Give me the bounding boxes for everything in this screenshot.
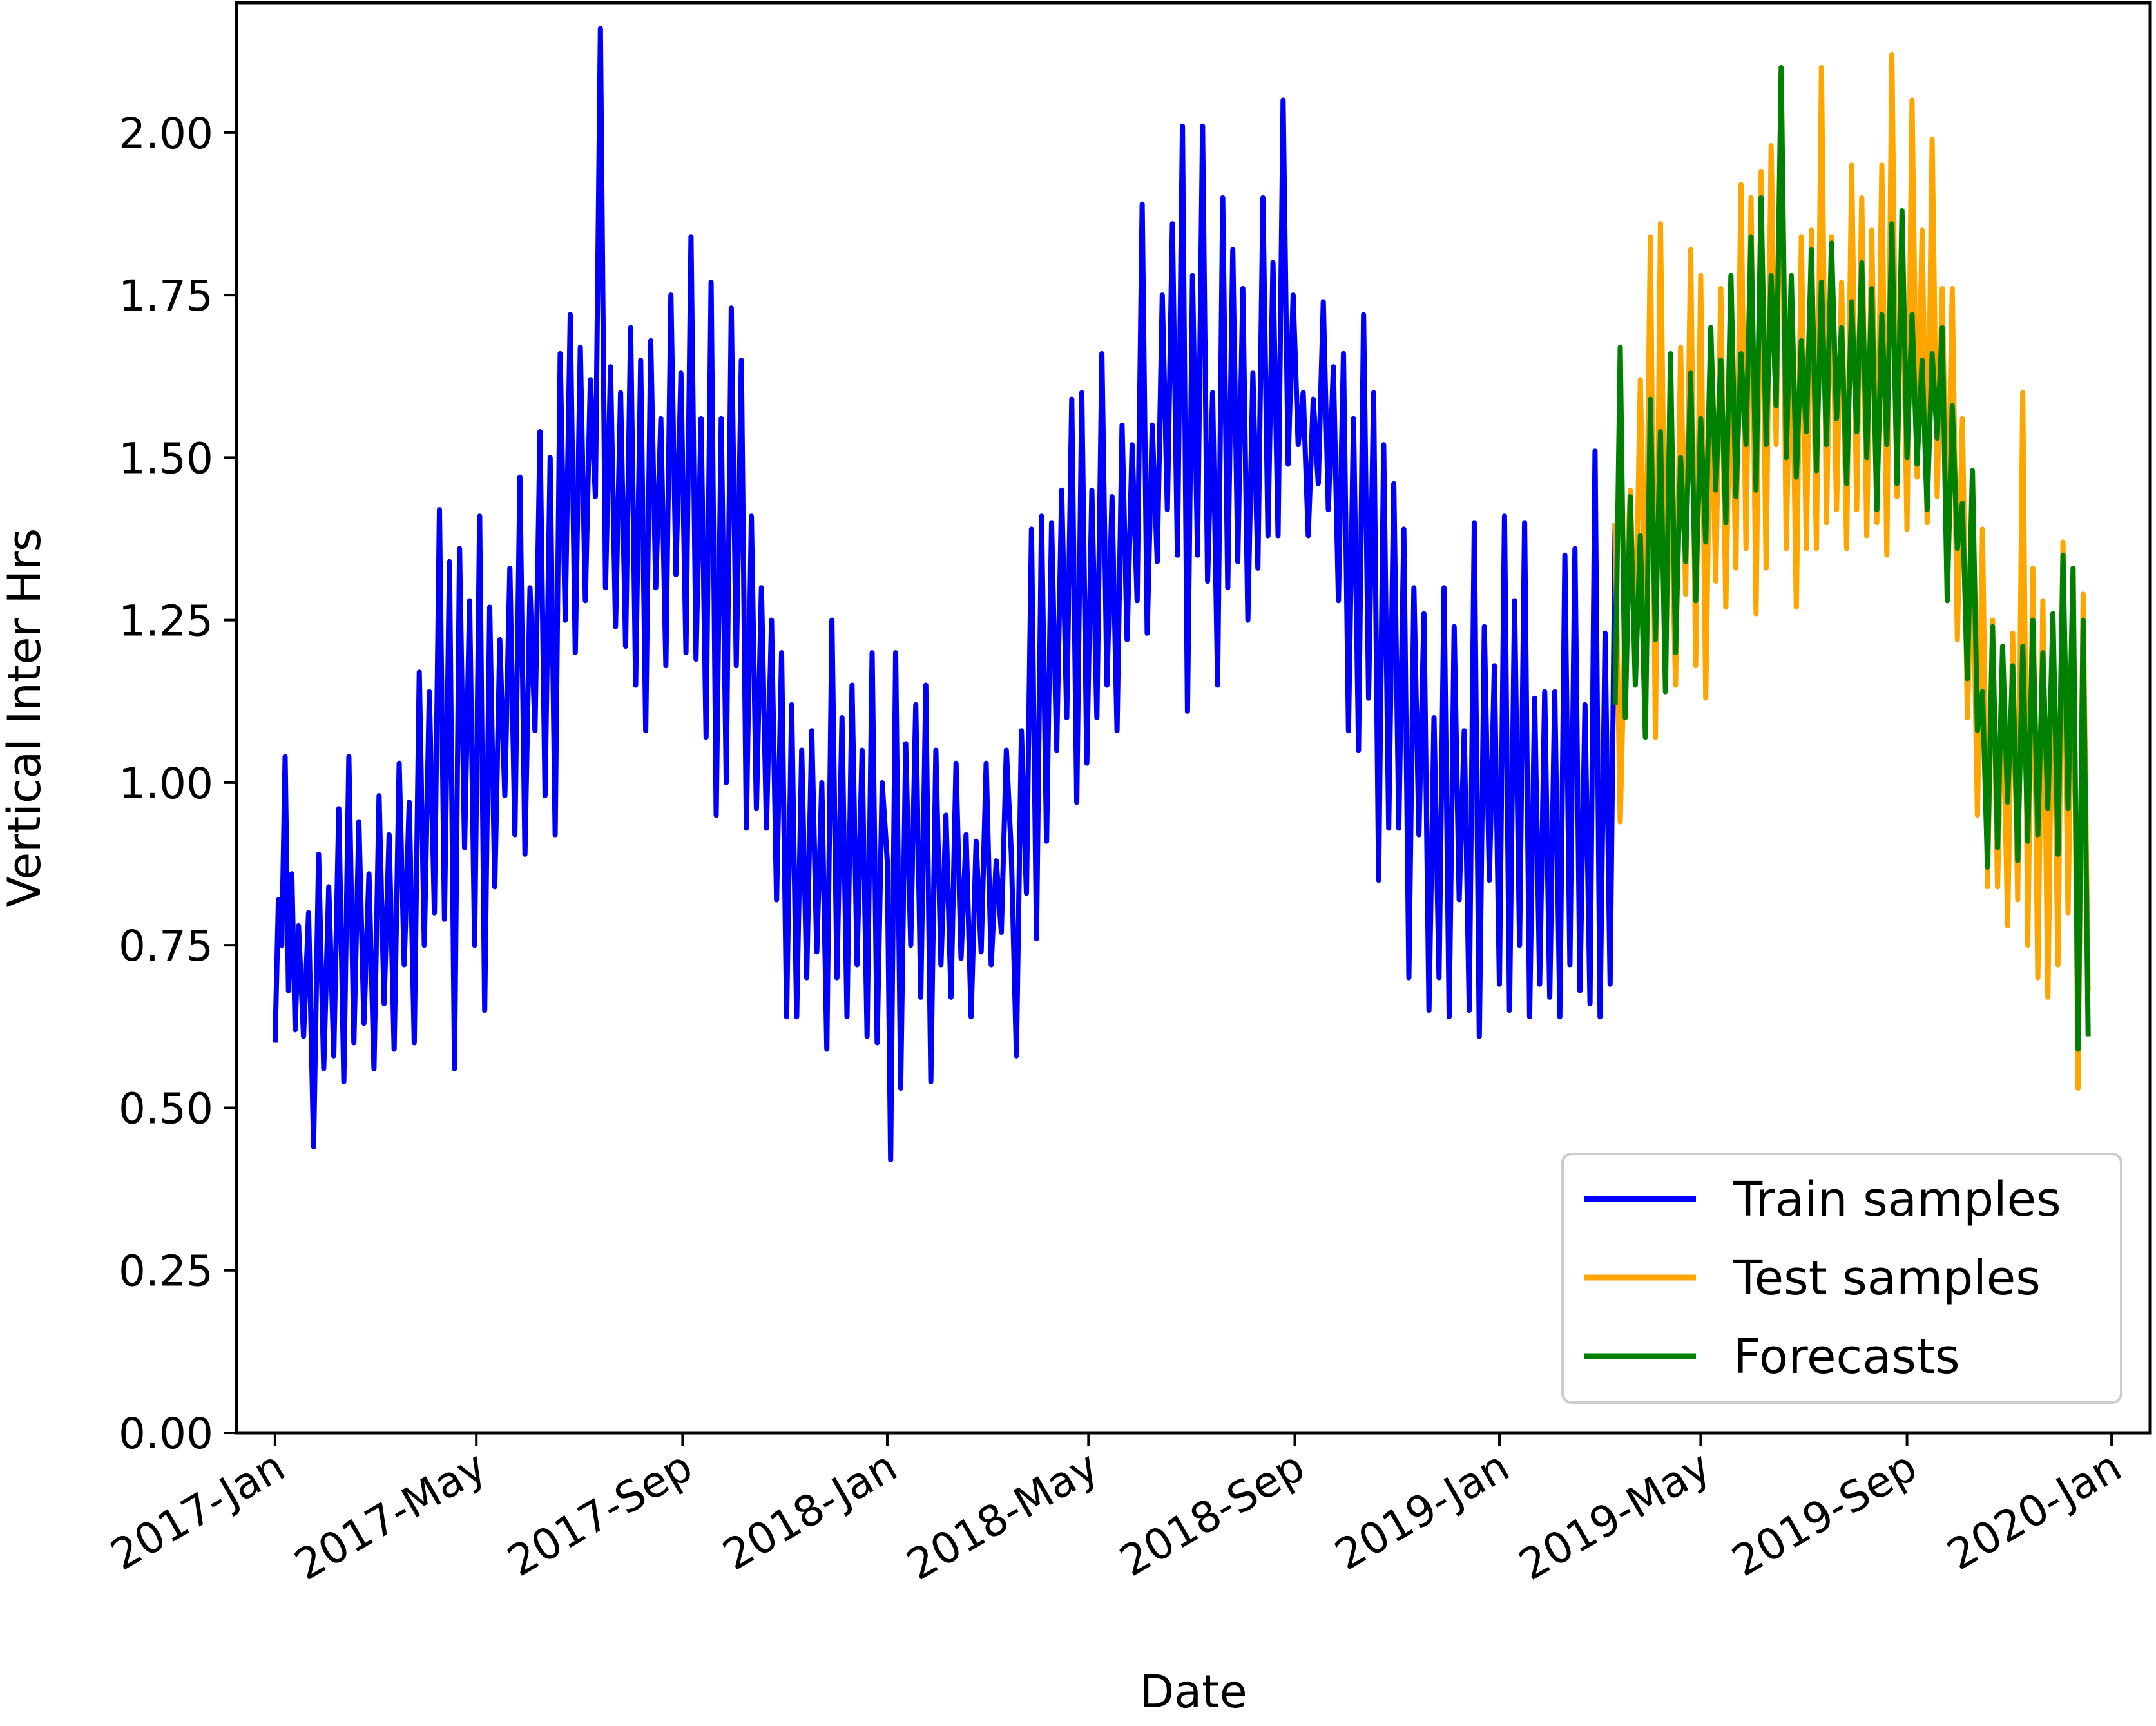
y-axis-label: Vertical Inter Hrs (0, 528, 51, 908)
series-layer (272, 26, 2091, 1163)
x-tick-label: 2018-Sep (1112, 1441, 1313, 1586)
legend-label: Forecasts (1733, 1329, 1960, 1385)
y-axis: 0.00 0.25 0.50 0.75 1.00 1.25 1.50 1.75 2.00 (119, 109, 236, 1459)
x-tick-label: 2020-Jan (1939, 1441, 2130, 1580)
y-tick-label: 0.50 (119, 1084, 213, 1133)
y-tick-label: 0.25 (119, 1247, 213, 1296)
x-tick-label: 2019-May (1511, 1441, 1719, 1590)
y-tick-label: 1.25 (119, 597, 213, 646)
y-tick-label: 1.50 (119, 434, 213, 483)
y-tick-label: 0.00 (119, 1409, 213, 1459)
series-line-2 (1612, 64, 2091, 1052)
x-tick-label: 2019-Sep (1724, 1441, 1925, 1586)
x-tick-label: 2017-Jan (102, 1441, 293, 1580)
legend-label: Test samples (1733, 1251, 2041, 1306)
x-tick-label: 2018-Jan (715, 1441, 905, 1580)
series-line-1 (1612, 52, 2091, 1091)
y-tick-label: 1.75 (119, 271, 213, 321)
plot-frame (235, 1, 2152, 1435)
x-tick-label: 2017-May (286, 1441, 494, 1590)
x-axis-label: Date (1139, 1665, 1247, 1718)
y-tick-label: 0.75 (119, 921, 213, 971)
legend-label: Train samples (1733, 1172, 2061, 1227)
legend: Train samples Test samples Forecasts (1561, 1153, 2122, 1404)
series-line-0 (272, 26, 1618, 1163)
y-tick-label: 2.00 (119, 109, 213, 158)
legend-box (1561, 1153, 2122, 1404)
x-tick-label: 2019-Jan (1327, 1441, 1517, 1580)
x-tick-label: 2018-May (899, 1441, 1107, 1590)
y-tick-label: 1.00 (119, 759, 213, 809)
x-tick-label: 2017-Sep (499, 1441, 700, 1586)
